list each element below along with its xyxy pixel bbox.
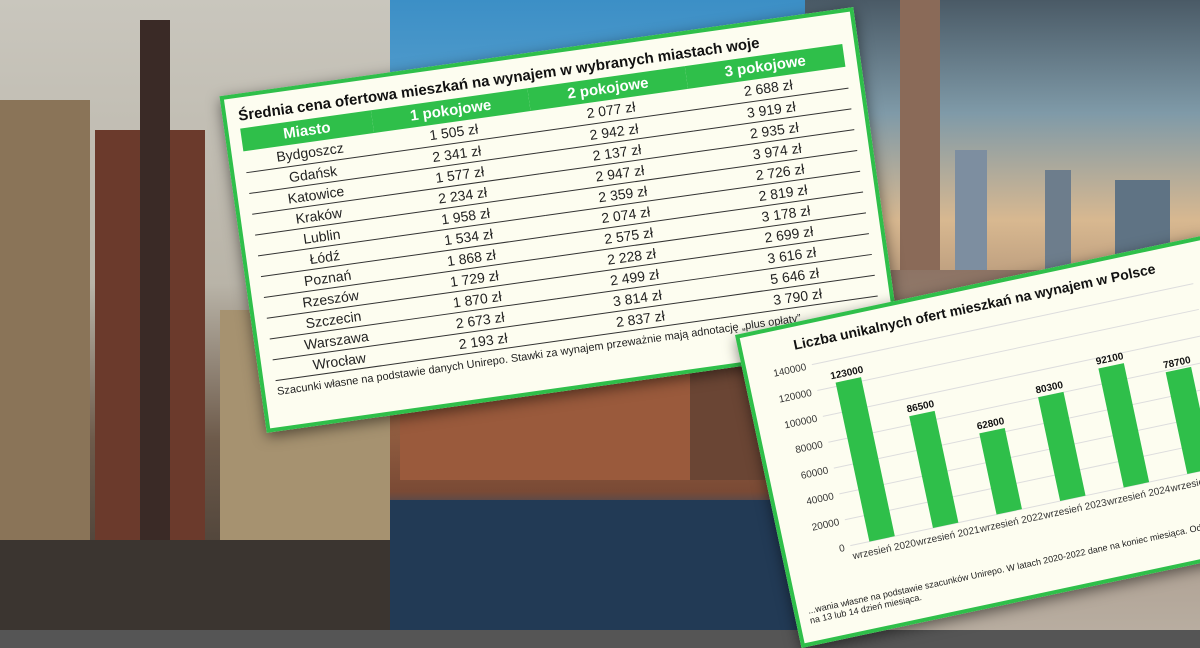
- x-tick-label: wrzesień 2024: [1105, 484, 1172, 508]
- skyscraper: [1045, 170, 1071, 270]
- gridline: [844, 438, 1200, 521]
- y-tick-label: 100000: [783, 414, 818, 432]
- gridline: [811, 283, 1194, 366]
- bar: [1038, 391, 1086, 502]
- palace-of-culture: [900, 0, 940, 270]
- gridline: [833, 386, 1200, 469]
- x-tick-label: wrzesień 2020: [851, 538, 918, 562]
- y-tick-label: 60000: [800, 465, 830, 482]
- street: [0, 540, 400, 630]
- skyscraper: [955, 150, 987, 270]
- y-tick-label: 140000: [773, 362, 808, 380]
- tower-spire: [140, 20, 170, 630]
- y-tick-label: 0: [838, 543, 846, 555]
- bar: [1098, 363, 1150, 488]
- x-tick-label: wrzesień 2022: [978, 511, 1045, 535]
- gridline: [839, 412, 1200, 495]
- gridline: [822, 334, 1200, 417]
- gridline: [817, 308, 1199, 392]
- river: [390, 500, 810, 630]
- bar: [979, 427, 1022, 515]
- offers-chart-card: Liczba unikalnych ofert mieszkań na wyna…: [735, 235, 1200, 648]
- x-tick-label: wrzesień 2023: [1042, 497, 1109, 521]
- bar: [909, 410, 959, 529]
- gridline: [850, 464, 1200, 547]
- y-tick-label: 80000: [794, 439, 824, 456]
- y-tick-label: 120000: [778, 388, 813, 406]
- y-tick-label: 20000: [811, 517, 841, 534]
- x-tick-label: wrzesień 2021: [914, 524, 981, 548]
- gridline: [828, 360, 1200, 443]
- y-tick-label: 40000: [805, 491, 835, 508]
- bar: [1165, 366, 1200, 475]
- bar: [835, 377, 895, 542]
- x-tick-label: wrzesień 2025: [1169, 470, 1200, 494]
